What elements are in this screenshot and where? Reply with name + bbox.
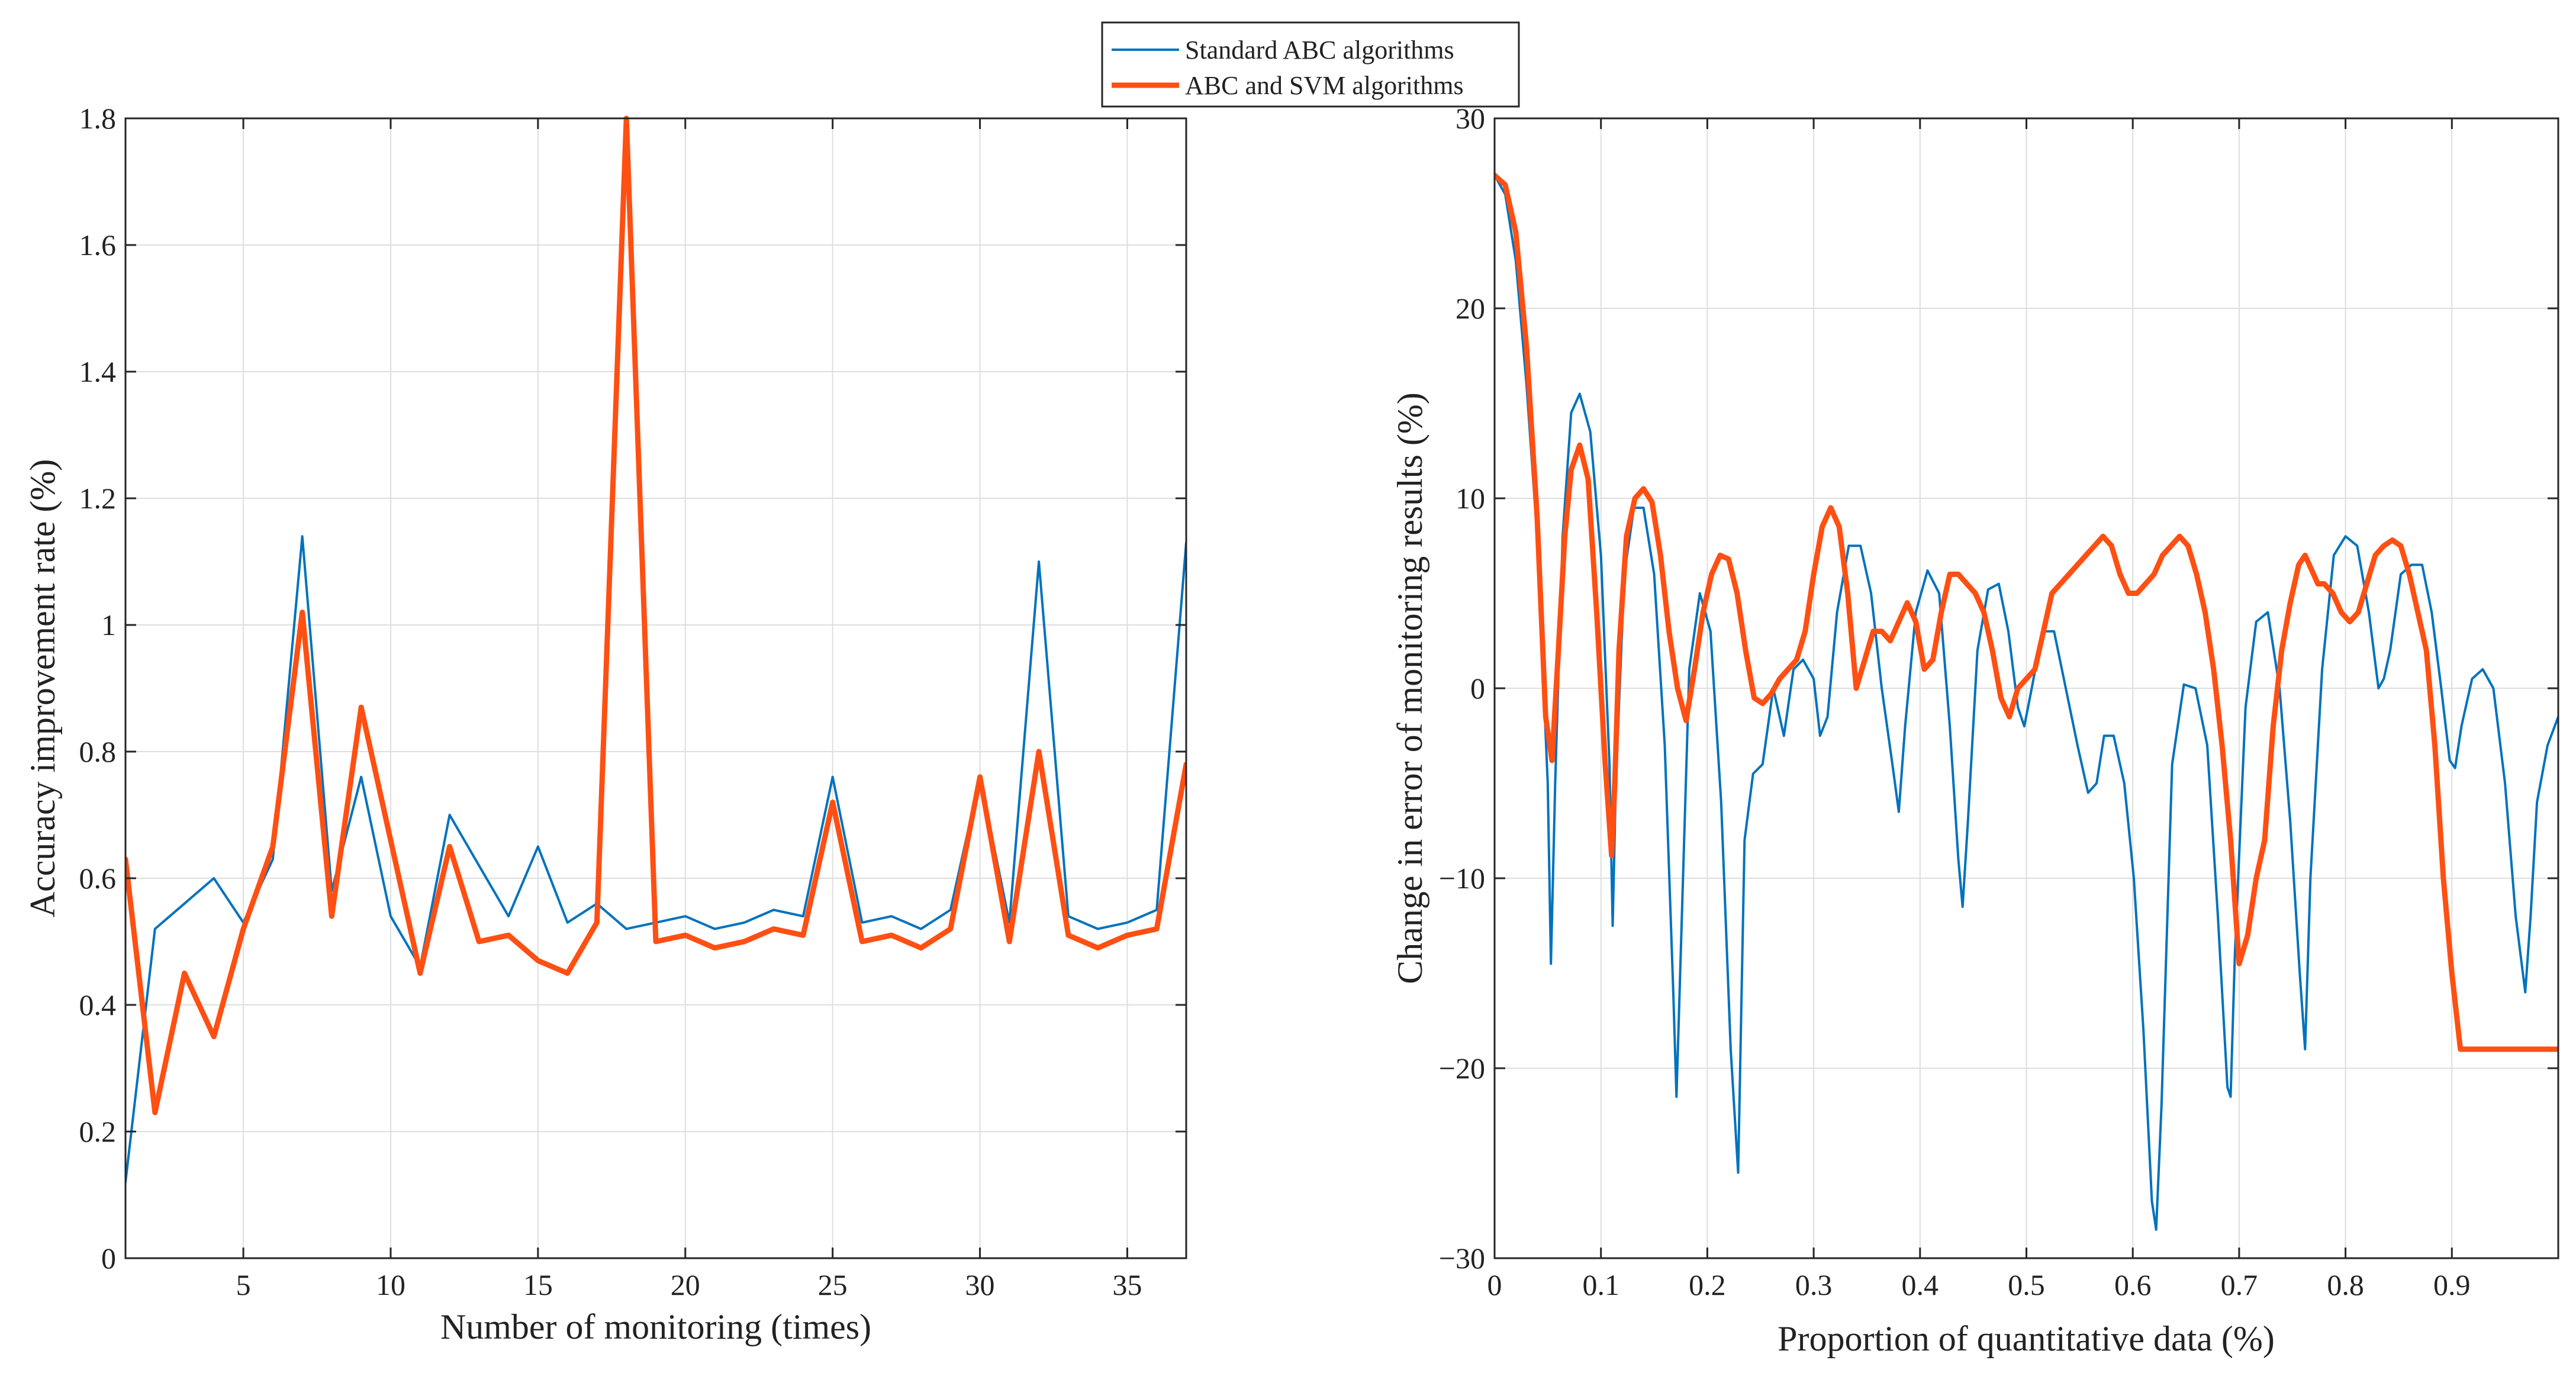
legend-box [1101,21,1520,108]
right-x-tick-label: 0.7 [2221,1268,2258,1301]
right-chart: 0 0.1 0.2 0.3 0.4 0.5 0.6 0.7 0.8 0.9 −30 −20 −10 0 10… [1390,102,2559,1358]
legend-label-abc-svm: ABC and SVM algorithms [1185,71,1464,100]
right-series-line-abc-svm [1495,172,2558,1052]
left-x-tick-label: 30 [965,1268,995,1301]
right-y-tick-label: −10 [1439,862,1485,895]
right-y-tick-label: 0 [1470,672,1485,705]
right-x-tick-label: 0.9 [2433,1268,2471,1301]
left-y-tick-label: 1.6 [79,228,117,262]
left-y-tick-label: 0.2 [79,1115,117,1148]
left-ticks: 5 10 15 20 25 30 35 0 0.2 0.4 0.6 0.8 1 1.2 1.4 1.6 1.8 [79,102,1186,1301]
right-x-tick-label: 0.2 [1689,1268,1726,1301]
left-chart: 5 10 15 20 25 30 3500.20.40.60.811.21.41.61.8 … [23,102,1187,1346]
right-x-tick-label: 0 [1487,1268,1502,1301]
left-axes-frame [124,117,1187,1259]
left-y-tick-label: 1.2 [79,482,117,515]
left-series-lines [125,115,1186,1184]
right-x-tick-label: 0.6 [2114,1268,2152,1301]
left-x-tick-label: 15 [523,1268,553,1301]
left-x-tick-label: 10 [376,1268,405,1301]
right-x-tick-label: 0.3 [1795,1268,1833,1301]
left-x-tick-label: 35 [1112,1268,1142,1301]
right-series-line-standard-abc [1495,174,2558,1231]
legend-label-standard-abc: Standard ABC algorithms [1185,36,1454,65]
left-x-tick-label: 25 [818,1268,848,1301]
right-x-axis-label: Proportion of quantitative data (%) [1778,1319,2275,1358]
left-y-tick-label: 0 [101,1242,116,1275]
left-y-tick-label: 1.8 [79,102,117,135]
right-ticks: 0 0.1 0.2 0.3 0.4 0.5 0.6 0.7 0.8 0.9 −30 −20 −10 0 10… [1439,102,2558,1301]
left-series-line-abc-svm [125,115,1186,1116]
right-x-tick-label: 0.1 [1582,1268,1619,1301]
right-x-tick-label: 0.4 [1902,1268,1939,1301]
left-y-axis-label: Accuracy improvement rate (%) [23,459,62,918]
right-x-tick-label: 0.8 [2327,1268,2364,1301]
right-y-tick-label: 10 [1456,482,1485,515]
left-y-tick-label: 1.4 [79,355,117,388]
right-x-tick-label: 0.5 [2008,1268,2045,1301]
legend: Standard ABC algorithms ABC and SVM algo… [1101,21,1520,108]
left-x-tick-label: 5 [236,1268,251,1301]
right-y-tick-label: −20 [1439,1052,1485,1085]
left-x-axis-label: Number of monitoring (times) [440,1307,871,1346]
left-plot-area [125,118,1186,1258]
left-y-tick-label: 0.8 [79,735,117,768]
right-y-axis-label: Change in error of monitoring results (%… [1390,392,1429,984]
right-y-tick-label: −30 [1439,1242,1485,1275]
left-y-tick-label: 0.4 [79,988,117,1021]
left-y-tick-label: 1 [101,608,116,642]
right-series-lines [1495,172,2558,1231]
right-y-tick-label: 20 [1456,292,1485,325]
left-x-tick-label: 20 [671,1268,700,1301]
left-y-tick-label: 0.6 [79,862,117,895]
